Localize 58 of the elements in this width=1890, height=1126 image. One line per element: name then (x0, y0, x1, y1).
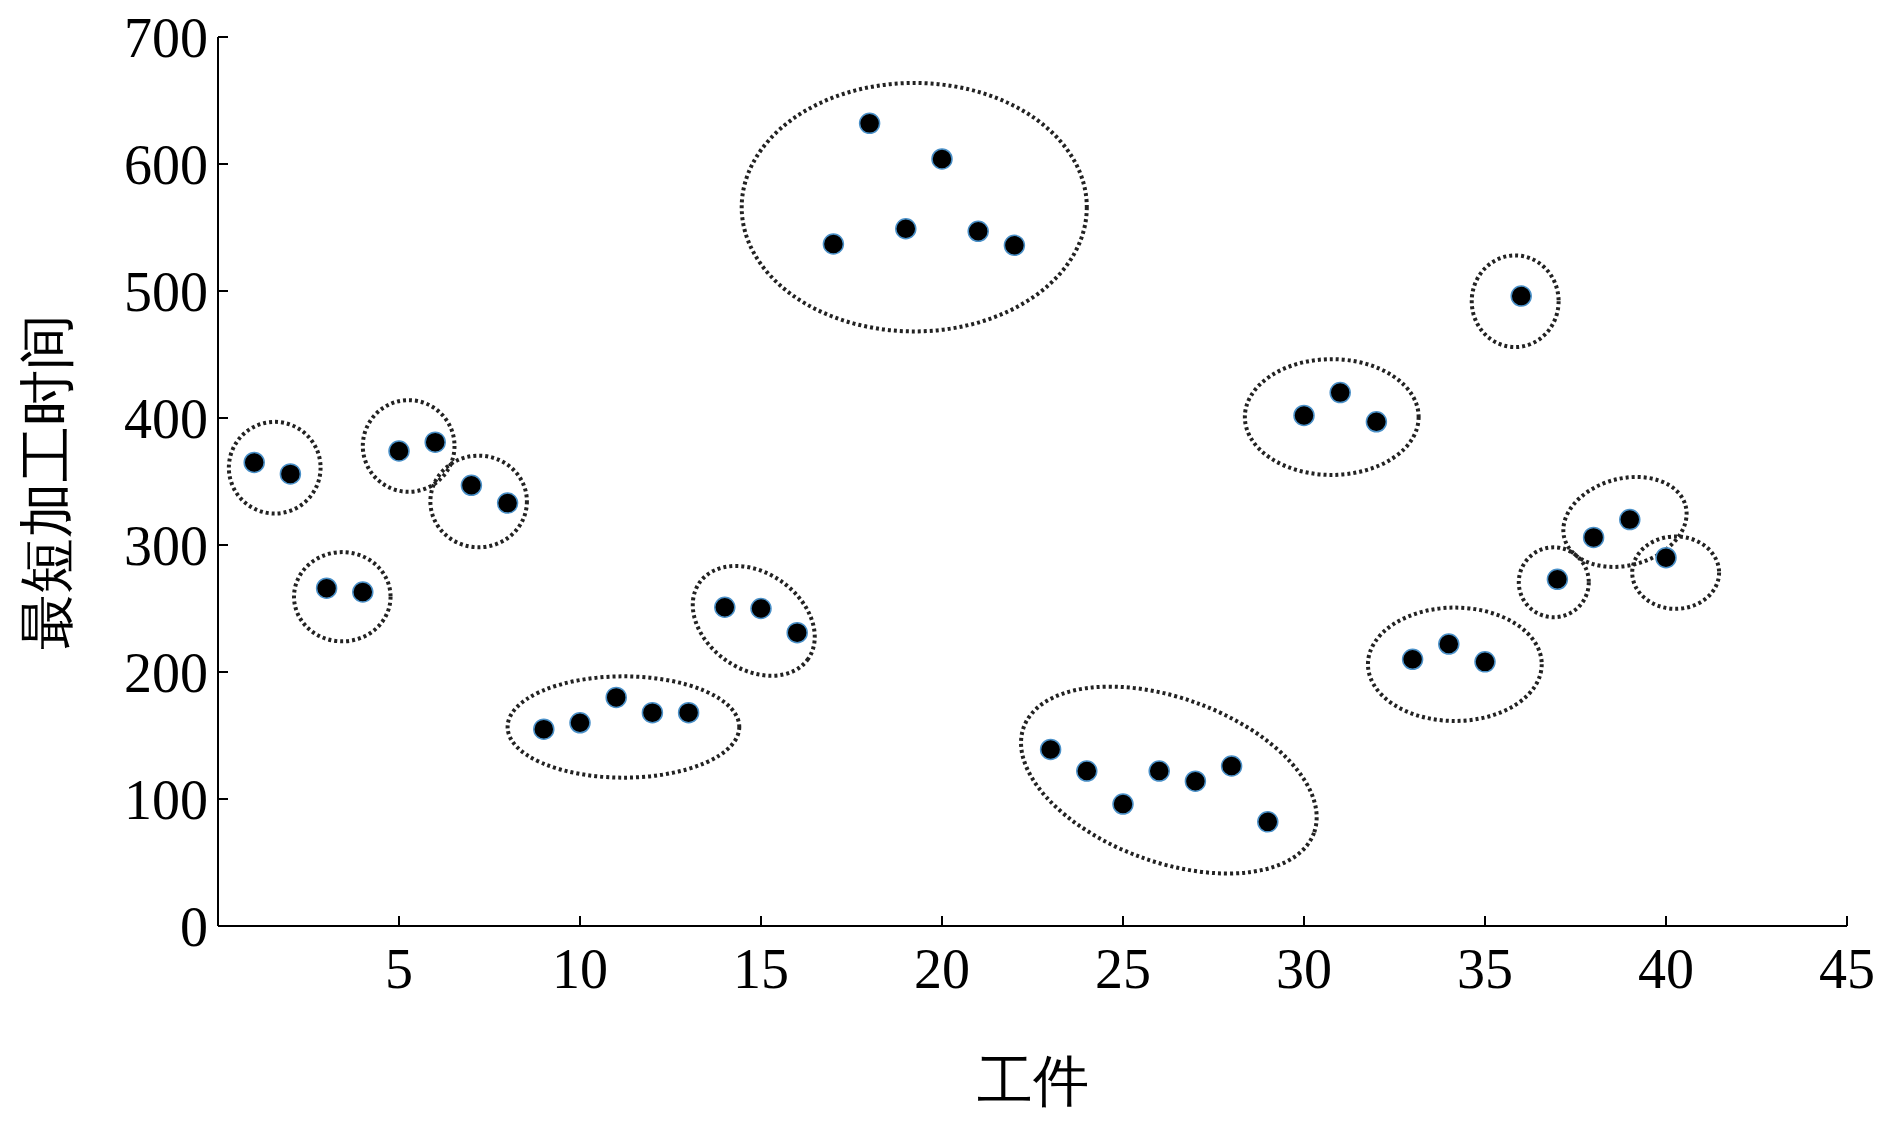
point (895, 218, 917, 240)
y-tick-label: 700 (124, 6, 208, 69)
point (1619, 508, 1641, 531)
y-tick-label: 100 (124, 768, 208, 831)
point (786, 621, 808, 644)
point (1257, 811, 1279, 833)
point (569, 712, 591, 734)
point (714, 596, 736, 618)
point (1076, 760, 1098, 782)
y-tick-label: 600 (124, 133, 208, 196)
y-tick-label: 400 (124, 387, 208, 450)
x-tick-label: 35 (1457, 938, 1513, 1000)
point (1401, 648, 1424, 671)
point (1655, 546, 1677, 569)
point (424, 431, 446, 453)
point (1148, 760, 1170, 782)
x-axis-title: 工件 (976, 1050, 1089, 1112)
point (1293, 404, 1315, 427)
point (1510, 285, 1532, 307)
point (677, 701, 700, 724)
point (931, 148, 953, 170)
x-tick-label: 20 (914, 938, 970, 1000)
y-axis-title: 最短加工时间 (16, 313, 78, 650)
y-tick-label: 500 (124, 260, 208, 323)
point (279, 463, 302, 485)
point (1329, 381, 1351, 404)
point (858, 112, 881, 135)
point (1039, 738, 1062, 761)
x-tick-label: 45 (1819, 938, 1875, 1000)
x-tick-label: 5 (385, 938, 413, 1000)
point (315, 577, 338, 599)
point (352, 581, 374, 603)
y-tick-label: 200 (124, 641, 208, 704)
point (533, 718, 555, 740)
point (388, 440, 410, 462)
point (460, 474, 483, 497)
point (1474, 651, 1496, 673)
x-tick-label: 30 (1276, 938, 1332, 1000)
point (1112, 793, 1134, 815)
point (1438, 633, 1460, 655)
x-tick-label: 25 (1095, 938, 1151, 1000)
point (750, 597, 772, 620)
y-tick-label: 300 (124, 514, 208, 577)
y-tick-label: 0 (180, 895, 208, 958)
point (1220, 755, 1243, 777)
point (1365, 411, 1388, 433)
point (641, 701, 664, 724)
point (496, 492, 519, 514)
x-tick-label: 40 (1638, 938, 1694, 1000)
x-tick-label: 10 (552, 938, 608, 1000)
point (967, 220, 989, 243)
point (822, 233, 845, 255)
point (1582, 526, 1605, 549)
point (243, 451, 265, 474)
point (1003, 234, 1026, 257)
point (605, 686, 627, 709)
x-tick-label: 15 (733, 938, 789, 1000)
point (1184, 770, 1207, 792)
